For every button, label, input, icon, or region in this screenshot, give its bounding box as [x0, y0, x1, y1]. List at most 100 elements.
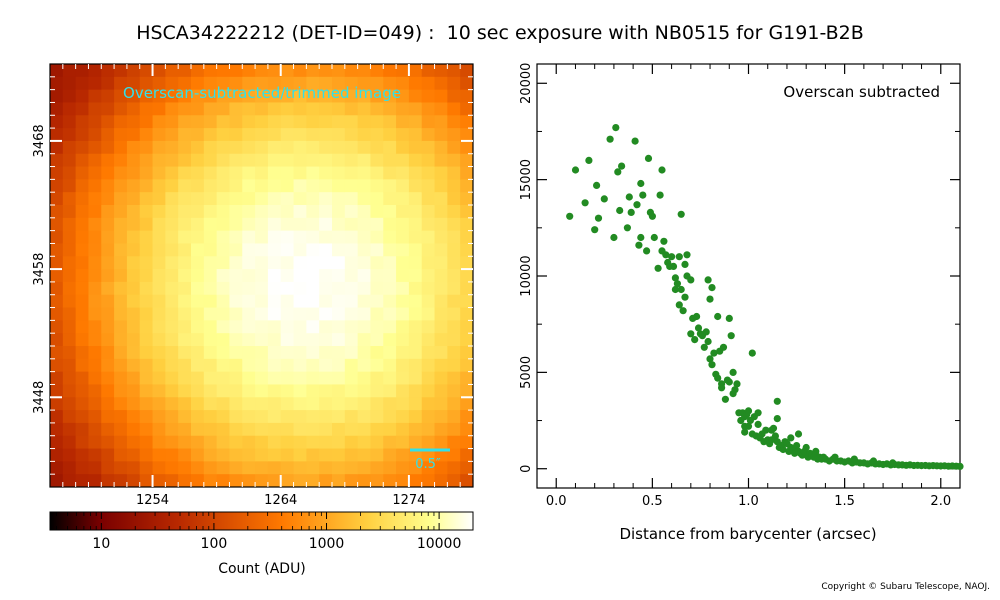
heatmap-pixel [383, 294, 397, 309]
heatmap-pixel [319, 89, 333, 104]
heatmap-pixel [421, 474, 436, 487]
heatmap-pixel [101, 179, 115, 193]
heatmap-pixel [255, 333, 269, 347]
heatmap-pixel [75, 153, 90, 168]
heatmap-pixel [152, 294, 166, 309]
heatmap-pixel [88, 64, 102, 78]
heatmap-pixel [255, 128, 269, 142]
heatmap-pixel [357, 346, 372, 360]
heatmap-pixel [447, 89, 461, 104]
heatmap-pixel [332, 76, 346, 91]
heatmap-pixel [152, 333, 166, 347]
scatter-y-tick-label: 0 [519, 465, 534, 473]
heatmap-pixel [75, 243, 90, 257]
scale-bar-label: 0.5″ [415, 457, 441, 472]
heatmap-frame [49, 63, 474, 488]
heatmap-pixel [344, 256, 359, 270]
heatmap-x-tick-label: 1254 [136, 493, 169, 508]
heatmap-pixel [319, 358, 333, 373]
heatmap-pixel [139, 192, 154, 206]
heatmap-pixel [139, 307, 154, 321]
heatmap-pixel [114, 294, 128, 309]
heatmap-pixel [396, 243, 410, 257]
heatmap-pixel [383, 281, 397, 296]
heatmap-pixel [383, 192, 397, 206]
heatmap-pixel [101, 269, 115, 283]
heatmap-pixel [280, 346, 295, 360]
heatmap-pixel [139, 205, 154, 219]
heatmap-pixel [75, 256, 90, 270]
heatmap-pixel [370, 461, 384, 475]
heatmap-pixel [383, 230, 397, 245]
heatmap-pixel [242, 115, 256, 129]
colorbar [49, 511, 474, 531]
heatmap-pixel [332, 217, 346, 232]
heatmap-pixel [447, 358, 461, 373]
heatmap-pixel [203, 115, 218, 129]
scatter-point [650, 233, 658, 242]
heatmap-pixel [152, 256, 166, 270]
scatter-x-axis-label: Distance from barycenter (arcsec) [619, 525, 876, 543]
heatmap-pixel [421, 76, 436, 91]
heatmap-pixel [50, 461, 64, 475]
heatmap-pixel [421, 435, 436, 450]
heatmap-pixel [126, 346, 141, 360]
heatmap-pixel [306, 256, 320, 270]
heatmap-pixel [216, 474, 231, 487]
heatmap-pixel [242, 281, 256, 296]
heatmap-pixel [319, 410, 333, 424]
heatmap-pixel [75, 294, 90, 309]
heatmap-pixel [396, 281, 410, 296]
heatmap-pixel [319, 371, 333, 386]
heatmap-pixel [152, 410, 166, 424]
heatmap-pixel [50, 294, 64, 309]
heatmap-pixel [267, 281, 282, 296]
heatmap-pixel [152, 474, 166, 487]
heatmap-pixel [165, 179, 179, 193]
heatmap-pixel [101, 461, 115, 475]
scatter-x-tick-label: 0.0 [546, 494, 567, 509]
heatmap-pixel [434, 230, 448, 245]
scatter-point [633, 201, 641, 209]
heatmap-pixel [396, 217, 410, 232]
heatmap-pixel [191, 153, 205, 168]
heatmap-pixel [267, 384, 282, 398]
heatmap-pixel [126, 397, 141, 411]
heatmap-pixel [126, 307, 141, 321]
heatmap-pixel [255, 205, 269, 219]
heatmap-pixel [408, 448, 423, 462]
heatmap-pixel [139, 115, 154, 129]
scatter-point [706, 355, 714, 363]
heatmap-pixel [447, 320, 461, 334]
heatmap-pixel [370, 435, 384, 450]
heatmap-pixel [344, 281, 359, 296]
heatmap-pixel [370, 128, 384, 142]
heatmap-pixel [114, 76, 128, 91]
heatmap-pixel [203, 333, 218, 347]
heatmap-pixel [114, 153, 128, 168]
heatmap-pixel [434, 281, 448, 296]
heatmap-pixel [357, 230, 372, 245]
heatmap-pixel [383, 76, 397, 91]
heatmap-pixel [101, 89, 115, 104]
heatmap-pixel [408, 140, 423, 155]
heatmap-pixel [75, 269, 90, 283]
colorbar-tick-label: 100 [201, 536, 228, 552]
heatmap-pixel [101, 435, 115, 450]
heatmap-pixel [165, 384, 179, 398]
scatter-point [600, 195, 608, 203]
heatmap-pixel [434, 358, 448, 373]
heatmap-pixel [408, 320, 423, 334]
heatmap-pixel [139, 256, 154, 270]
scatter-point [702, 328, 710, 336]
heatmap-pixel [50, 448, 64, 462]
heatmap-pixel [139, 461, 154, 475]
heatmap-pixel [306, 448, 320, 462]
scatter-point [700, 343, 708, 351]
heatmap-pixel [332, 153, 346, 168]
heatmap-pixel [293, 128, 307, 142]
heatmap-pixel [191, 64, 205, 78]
heatmap-pixel [229, 294, 243, 309]
heatmap-pixel [447, 102, 461, 116]
heatmap-pixel [88, 89, 102, 104]
